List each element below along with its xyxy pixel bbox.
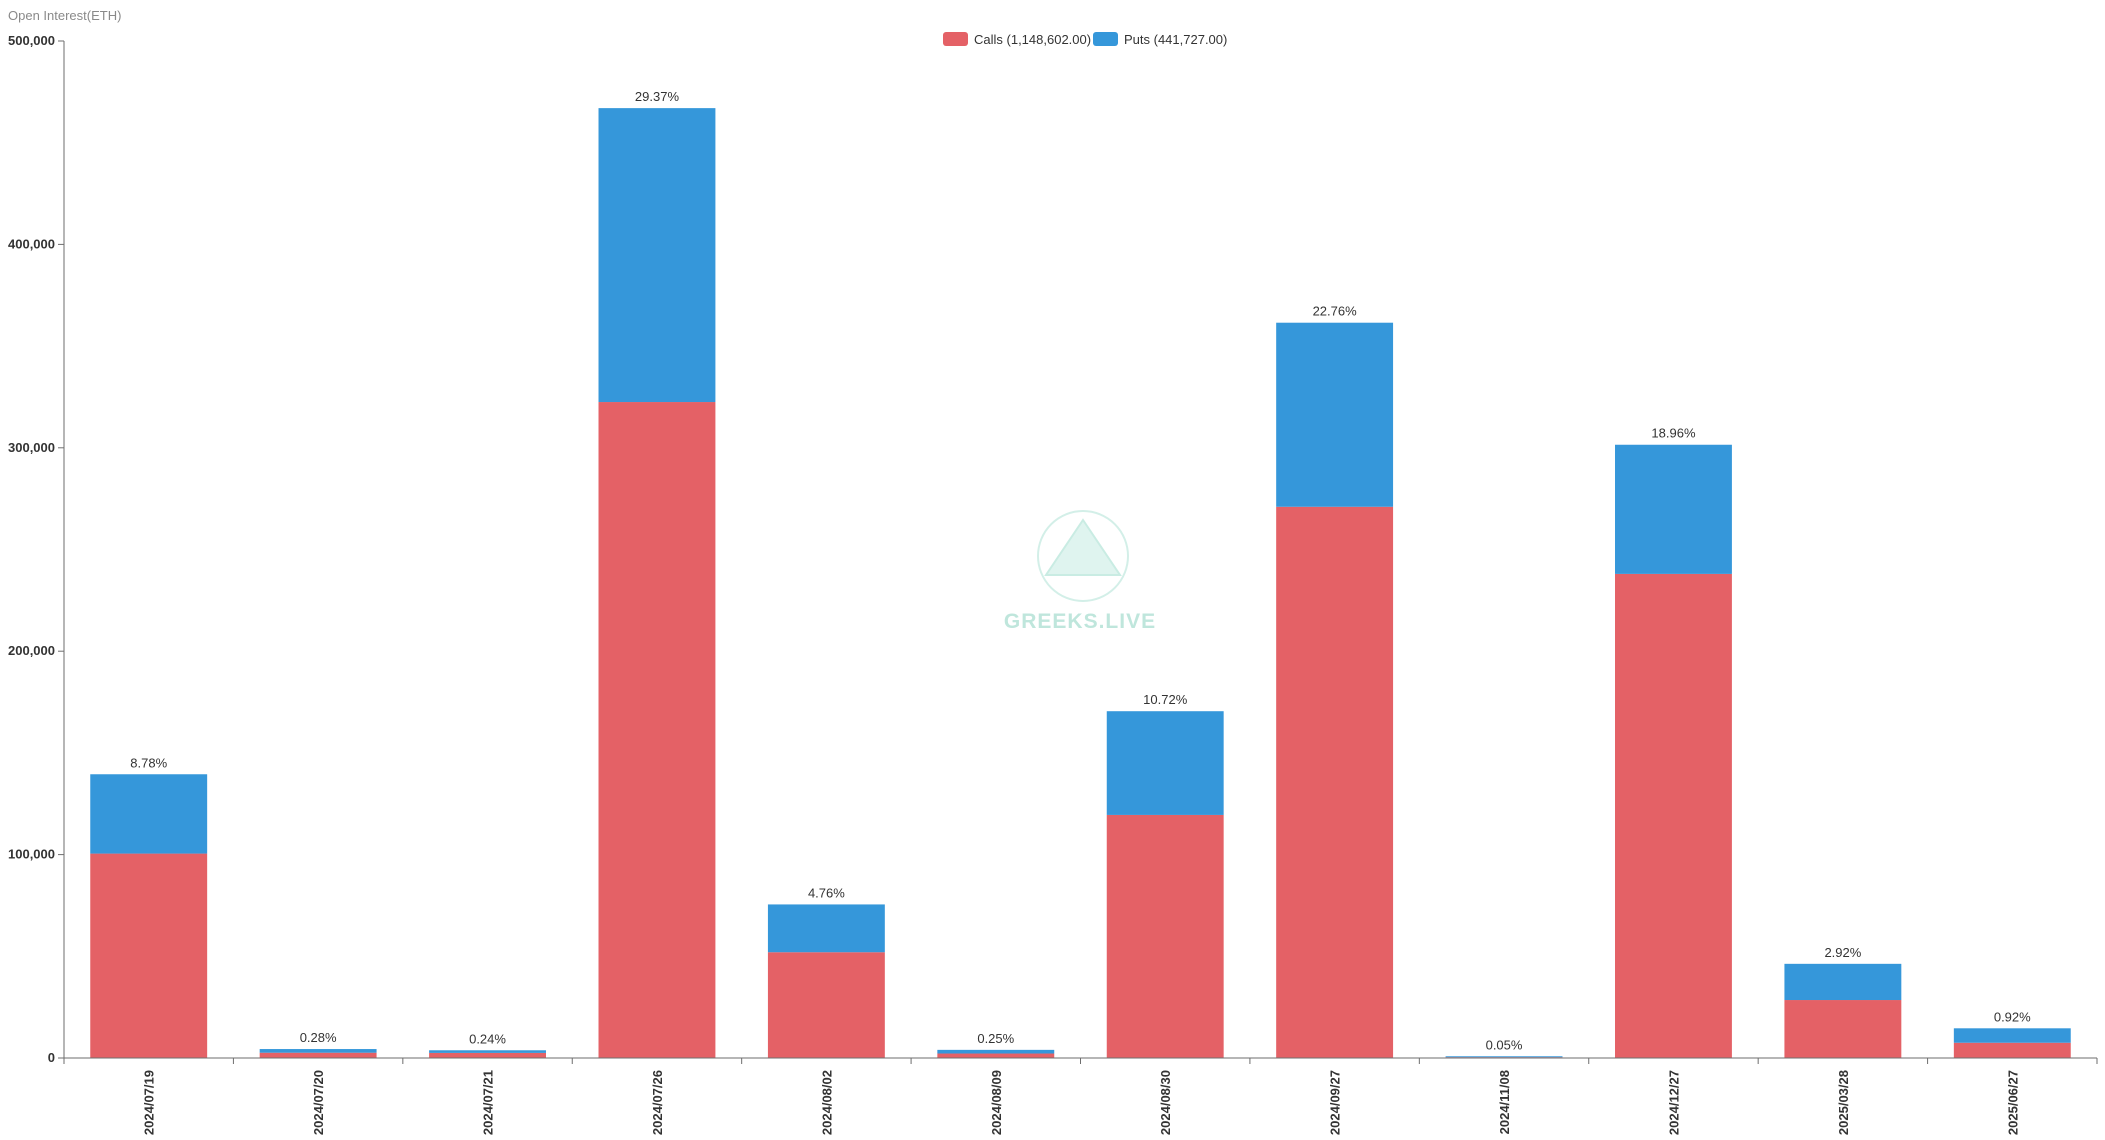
bar-calls-2025-06-27[interactable] — [1953, 1042, 2071, 1058]
watermark-text: GREEKS.LIVE — [1004, 610, 1156, 633]
x-tick-label: 2025/03/28 — [1836, 1070, 1851, 1135]
bar-puts-2024-12-27[interactable] — [1615, 444, 1732, 574]
y-axis-title: Open Interest(ETH) — [8, 8, 121, 23]
y-tick-label: 100,000 — [8, 847, 55, 862]
data-label: 0.25% — [977, 1031, 1014, 1046]
bar-puts-2024-08-02[interactable] — [767, 904, 885, 953]
bar-puts-2024-08-30[interactable] — [1106, 711, 1224, 815]
x-tick-label: 2024/08/09 — [989, 1070, 1004, 1135]
bar-calls-2024-07-26[interactable] — [598, 402, 716, 1058]
bar-puts-2025-03-28[interactable] — [1784, 963, 1902, 1001]
bar-puts-2024-08-09[interactable] — [937, 1049, 1055, 1054]
data-label: 0.92% — [1994, 1009, 2031, 1024]
y-axis: 0 100,000 200,000 300,000 400,000 500,000 — [8, 33, 65, 1065]
x-tick-label: 2024/11/08 — [1497, 1070, 1512, 1134]
x-tick-label: 2025/06/27 — [2005, 1070, 2020, 1135]
x-tick-label: 2024/07/26 — [650, 1070, 665, 1135]
bar-calls-2024-08-02[interactable] — [767, 952, 885, 1058]
data-label: 18.96% — [1651, 426, 1696, 441]
data-label: 10.72% — [1143, 692, 1188, 707]
data-label: 0.05% — [1486, 1037, 1523, 1052]
y-tick-label: 300,000 — [8, 440, 55, 455]
y-tick-label: 0 — [48, 1050, 55, 1065]
legend[interactable]: Calls (1,148,602.00) Puts (441,727.00) — [943, 32, 1227, 47]
x-tick-label: 2024/07/21 — [481, 1070, 496, 1135]
bar-puts-2024-11-08[interactable] — [1445, 1056, 1563, 1058]
bar-puts-2024-07-20[interactable] — [259, 1049, 377, 1053]
bar-calls-2024-12-27[interactable] — [1615, 573, 1732, 1058]
bar-calls-2024-07-19[interactable] — [90, 853, 208, 1058]
bar-puts-2025-06-27[interactable] — [1953, 1028, 2071, 1043]
data-label: 29.37% — [635, 89, 680, 104]
legend-calls-swatch[interactable] — [943, 32, 968, 46]
data-label: 2.92% — [1824, 945, 1861, 960]
percentage-labels: 8.78% 0.28% 0.24% 29.37% 4.76% 0.25% 10.72% 22.… — [130, 89, 2031, 1052]
watermark-logo-icon — [1037, 510, 1129, 602]
bar-calls-2024-07-21[interactable] — [429, 1052, 546, 1058]
data-label: 22.76% — [1313, 304, 1358, 319]
bar-calls-2024-08-30[interactable] — [1106, 814, 1224, 1058]
y-tick-label: 500,000 — [8, 33, 55, 48]
x-tick-label: 2024/12/27 — [1666, 1070, 1681, 1135]
x-tick-label: 2024/07/20 — [311, 1070, 326, 1135]
watermark: GREEKS.LIVE — [1004, 510, 1156, 633]
data-label: 8.78% — [130, 755, 167, 770]
x-tick-label: 2024/08/30 — [1158, 1070, 1173, 1135]
bar-calls-2024-09-27[interactable] — [1276, 506, 1394, 1058]
data-label: 4.76% — [808, 885, 845, 900]
bar-puts-2024-09-27[interactable] — [1276, 322, 1394, 507]
x-axis: 2024/07/19 2024/07/20 2024/07/21 2024/07/26… — [63, 1057, 2098, 1135]
bar-calls-2024-07-20[interactable] — [259, 1052, 377, 1058]
bars — [90, 108, 2071, 1058]
y-tick-label: 400,000 — [8, 236, 55, 251]
bar-puts-2024-07-26[interactable] — [598, 108, 716, 403]
data-label: 0.28% — [300, 1030, 337, 1045]
data-label: 0.24% — [469, 1031, 506, 1046]
legend-puts-swatch[interactable] — [1093, 32, 1118, 46]
x-tick-label: 2024/07/19 — [142, 1070, 157, 1135]
legend-puts-label[interactable]: Puts (441,727.00) — [1124, 32, 1227, 47]
x-tick-label: 2024/09/27 — [1328, 1070, 1343, 1135]
bar-calls-2025-03-28[interactable] — [1784, 1000, 1902, 1058]
watermark-triangle-icon — [1044, 518, 1122, 576]
bar-calls-2024-08-09[interactable] — [937, 1053, 1055, 1058]
legend-calls-label[interactable]: Calls (1,148,602.00) — [974, 32, 1091, 47]
y-tick-label: 200,000 — [8, 643, 55, 658]
bar-puts-2024-07-19[interactable] — [90, 774, 208, 854]
bar-puts-2024-07-21[interactable] — [429, 1050, 546, 1053]
x-tick-label: 2024/08/02 — [819, 1070, 834, 1135]
